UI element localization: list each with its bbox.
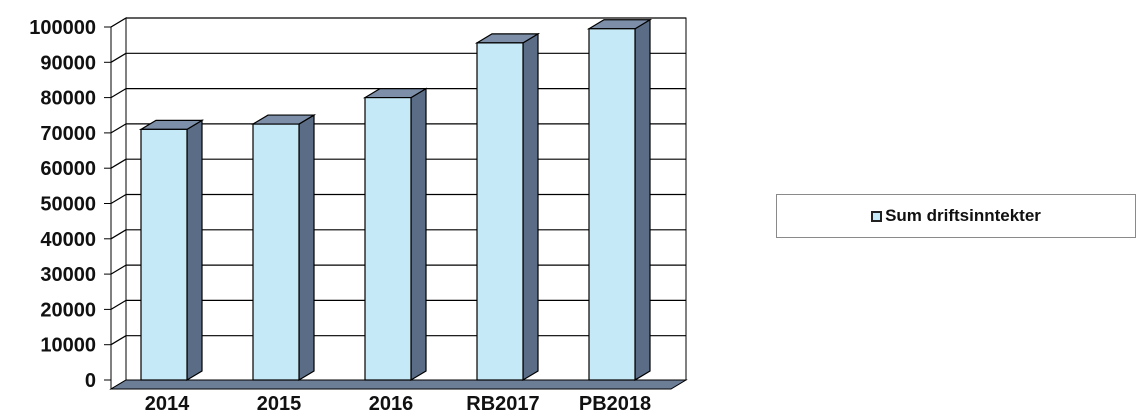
gridline-side (110, 52, 127, 63)
bar-side (298, 114, 315, 382)
gridline-side (110, 335, 127, 346)
y-tick-label: 100000 (29, 17, 96, 39)
y-axis-ticks: 0 10000 20000 30000 40000 50000 60000 70000 8000… (29, 17, 111, 392)
x-category-label: 2015 (257, 393, 302, 415)
y-tick-label: 60000 (40, 158, 96, 180)
gridline-side (110, 17, 127, 28)
gridline-side (110, 88, 127, 99)
bar (252, 123, 300, 381)
bar-2016 (362, 87, 429, 382)
y-tick-label: 40000 (40, 229, 96, 251)
bar (140, 128, 188, 381)
bar-RB2017 (474, 32, 541, 382)
bar-side (410, 87, 427, 382)
bar (588, 28, 636, 381)
bar-side (634, 18, 651, 382)
gridline-side (110, 193, 127, 205)
y-tick-label: 90000 (40, 52, 96, 74)
gridline-side (110, 229, 127, 240)
y-tick-label: 50000 (40, 194, 96, 216)
bar-PB2018 (586, 18, 653, 382)
legend-label: Sum driftsinntekter (885, 206, 1041, 225)
x-axis-labels: 2014 2015 2016 RB2017 PB2018 (145, 393, 651, 415)
bar-side (522, 32, 539, 382)
gridline-side (110, 299, 127, 310)
x-category-label: PB2018 (579, 393, 651, 415)
x-category-label: 2014 (145, 393, 190, 415)
legend: Sum driftsinntekter (776, 194, 1136, 238)
y-tick-label: 10000 (40, 335, 96, 357)
bar-2014 (138, 119, 205, 382)
x-category-label: 2016 (369, 393, 414, 415)
bar (476, 42, 524, 381)
chart-floor (109, 379, 688, 390)
gridline-side (110, 158, 127, 169)
y-tick-label: 80000 (40, 88, 96, 110)
gridline-side (110, 264, 127, 275)
side-wall (110, 17, 127, 390)
gridline-side (110, 123, 127, 134)
bar-side (186, 119, 203, 382)
y-tick-label: 0 (85, 370, 96, 392)
x-category-label: RB2017 (466, 393, 539, 415)
y-tick-label: 70000 (40, 123, 96, 145)
bar-2015 (250, 114, 317, 382)
y-tick-label: 30000 (40, 264, 96, 286)
legend-swatch (871, 210, 883, 222)
y-tick-label: 20000 (40, 299, 96, 321)
bars (138, 18, 653, 382)
bar (364, 96, 412, 381)
